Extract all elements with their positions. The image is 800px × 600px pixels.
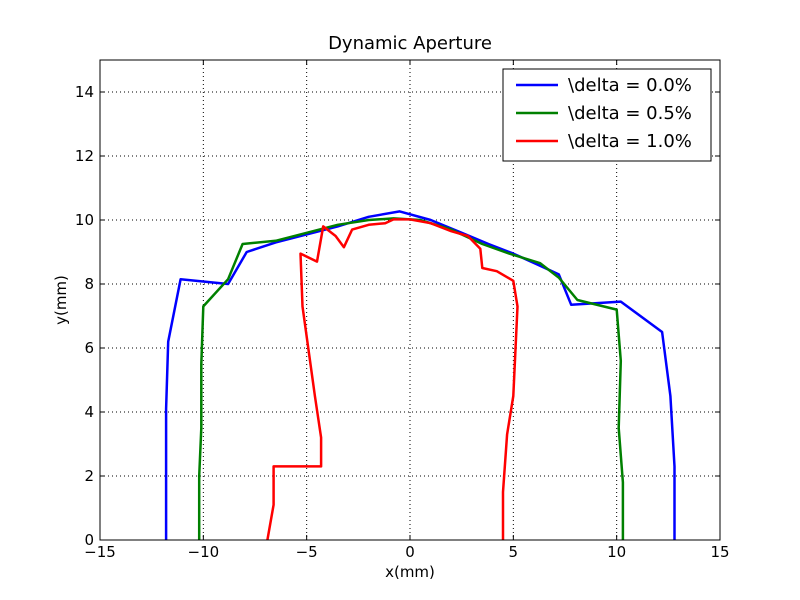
- x-tick-label: 5: [509, 543, 519, 561]
- series-line-2: [266, 218, 519, 541]
- y-tick-label: 10: [75, 211, 94, 229]
- legend-label-2: \delta = 1.0%: [568, 131, 692, 152]
- legend: \delta = 0.0% \delta = 0.5% \delta = 1.0%: [502, 68, 712, 162]
- ticks: −15 −10 −5 0 5 10 15 0 2 4 6 8 10 12 14: [75, 60, 730, 561]
- y-tick-label: 12: [75, 147, 94, 165]
- y-tick-label: 4: [84, 403, 94, 421]
- series-line-1: [197, 217, 625, 540]
- x-tick-label: 15: [710, 543, 729, 561]
- legend-label-1: \delta = 0.5%: [568, 103, 692, 124]
- y-tick-label: 6: [84, 339, 94, 357]
- x-tick-label: 10: [607, 543, 626, 561]
- y-tick-label: 8: [84, 275, 94, 293]
- series-line-0: [164, 210, 676, 540]
- legend-label-0: \delta = 0.0%: [568, 75, 692, 96]
- y-tick-label: 14: [75, 83, 94, 101]
- y-axis-label: y(mm): [52, 275, 70, 325]
- x-tick-label: −10: [188, 543, 220, 561]
- x-axis-label: x(mm): [385, 563, 435, 581]
- x-tick-label: −15: [84, 543, 116, 561]
- x-tick-label: −5: [296, 543, 318, 561]
- x-tick-label: 0: [405, 543, 415, 561]
- series-lines: [164, 210, 676, 541]
- y-tick-label: 0: [84, 531, 94, 549]
- chart-title: Dynamic Aperture: [328, 33, 492, 54]
- y-tick-label: 2: [84, 467, 94, 485]
